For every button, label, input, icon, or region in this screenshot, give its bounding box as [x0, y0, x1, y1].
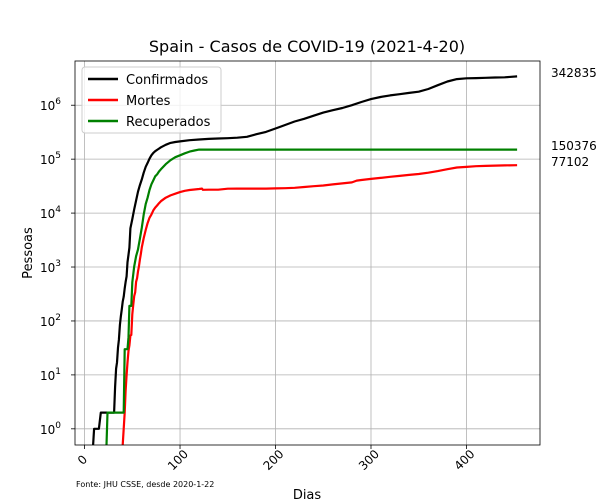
y-tick-base: 10: [40, 153, 55, 167]
y-tick-exponent: 4: [55, 205, 61, 215]
y-tick-base: 10: [40, 369, 55, 383]
end-label-mortes: 77102: [551, 155, 589, 169]
y-tick-base: 10: [40, 423, 55, 437]
y-tick-exponent: 0: [55, 421, 61, 431]
plot-area: [92, 75, 518, 446]
y-tick-label: 106: [40, 97, 61, 113]
legend-label-confirmados: Confirmados: [126, 73, 208, 88]
legend: Confirmados Mortes Recuperados: [81, 66, 222, 134]
y-axis-label: Pessoas: [21, 227, 36, 279]
legend-label-mortes: Mortes: [126, 94, 171, 109]
y-tick-exponent: 3: [55, 259, 61, 269]
x-tick-label: 0: [75, 452, 90, 467]
legend-box: [81, 66, 222, 134]
y-tick-exponent: 5: [55, 151, 61, 161]
axes-frame: [74, 60, 541, 446]
y-tick-base: 10: [40, 99, 55, 113]
y-tick-exponent: 1: [55, 367, 61, 377]
y-tick-label: 102: [40, 313, 61, 329]
x-axis-label: Dias: [293, 488, 322, 500]
end-label-recuperados: 150376: [551, 139, 597, 153]
y-tick-exponent: 2: [55, 313, 61, 323]
x-tick-label: 100: [165, 447, 191, 473]
y-tick-label: 104: [40, 205, 61, 221]
series-line-recuperados: [105, 148, 518, 446]
y-tick-label: 100: [40, 421, 61, 437]
x-tick-label: 200: [260, 447, 286, 473]
y-tick-exponent: 6: [55, 97, 61, 107]
source-footnote: Fonte: JHU CSSE, desde 2020-1-22: [76, 480, 214, 489]
y-tick-base: 10: [40, 315, 55, 329]
end-label-confirmados: 342835: [551, 66, 597, 80]
chart-title: Spain - Casos de COVID-19 (2021-4-20): [149, 37, 465, 56]
y-tick-label: 103: [40, 259, 61, 275]
series-line-confirmados: [92, 75, 518, 446]
series-line-mortes: [121, 164, 518, 446]
x-tick-label: 300: [356, 447, 382, 473]
x-tick-label: 400: [451, 447, 477, 473]
y-tick-base: 10: [40, 261, 55, 275]
y-tick-base: 10: [40, 207, 55, 221]
y-tick-label: 105: [40, 151, 61, 167]
y-tick-label: 101: [40, 367, 61, 383]
legend-label-recuperados: Recuperados: [126, 115, 211, 130]
